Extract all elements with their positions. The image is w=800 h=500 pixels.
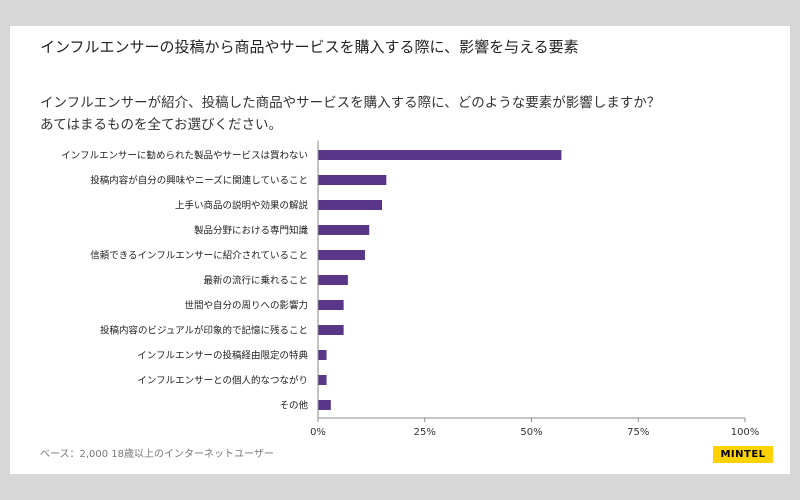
x-tick-label: 0% bbox=[310, 427, 326, 438]
category-label: 信頼できるインフルエンサーに紹介されていること bbox=[90, 250, 308, 262]
category-label: 製品分野における専門知識 bbox=[194, 225, 309, 237]
bar bbox=[318, 175, 387, 185]
category-label: 上手い商品の説明や効果の解説 bbox=[175, 200, 309, 212]
bar bbox=[318, 225, 370, 235]
category-label: インフルエンサーの投稿経由限定の特典 bbox=[137, 350, 308, 362]
mintel-logo: MINTEL bbox=[713, 446, 773, 463]
bar bbox=[318, 150, 562, 160]
category-label: 投稿内容のビジュアルが印象的で記憶に残ること bbox=[100, 325, 308, 337]
bar-chart: インフルエンサーに勧められた製品やサービスは買わない投稿内容が自分の興味やニーズ… bbox=[61, 140, 760, 438]
survey-question-line-2: あてはまるものを全てお選びください。 bbox=[40, 117, 283, 133]
category-label: 最新の流行に乗れること bbox=[203, 275, 308, 287]
x-tick-label: 100% bbox=[731, 427, 760, 438]
base-footnote: ベース：2,000 18歳以上のインターネットユーザー bbox=[40, 449, 274, 460]
x-tick-label: 75% bbox=[627, 427, 649, 438]
bar bbox=[318, 350, 327, 360]
category-label: インフルエンサーに勧められた製品やサービスは買わない bbox=[61, 150, 308, 162]
bar bbox=[318, 250, 365, 260]
bar bbox=[318, 275, 348, 285]
category-label: インフルエンサーとの個人的なつながり bbox=[137, 375, 308, 387]
bar bbox=[318, 400, 331, 410]
category-label: 世間や自分の周りへの影響力 bbox=[184, 300, 308, 312]
bar bbox=[318, 325, 344, 335]
x-tick-label: 50% bbox=[520, 427, 542, 438]
bar bbox=[318, 375, 327, 385]
category-label: 投稿内容が自分の興味やニーズに関連していること bbox=[90, 175, 308, 187]
survey-question: インフルエンサーが紹介、投稿した商品やサービスを購入する際に、どのような要素が影… bbox=[40, 92, 760, 136]
x-tick-label: 25% bbox=[414, 427, 436, 438]
category-label: その他 bbox=[279, 400, 308, 412]
survey-question-line-1: インフルエンサーが紹介、投稿した商品やサービスを購入する際に、どのような要素が影… bbox=[40, 95, 661, 111]
page-title: インフルエンサーの投稿から商品やサービスを購入する際に、影響を与える要素 bbox=[40, 38, 579, 56]
bar bbox=[318, 300, 344, 310]
bar bbox=[318, 200, 383, 210]
chart-card: インフルエンサーの投稿から商品やサービスを購入する際に、影響を与える要素 インフ… bbox=[10, 26, 790, 474]
